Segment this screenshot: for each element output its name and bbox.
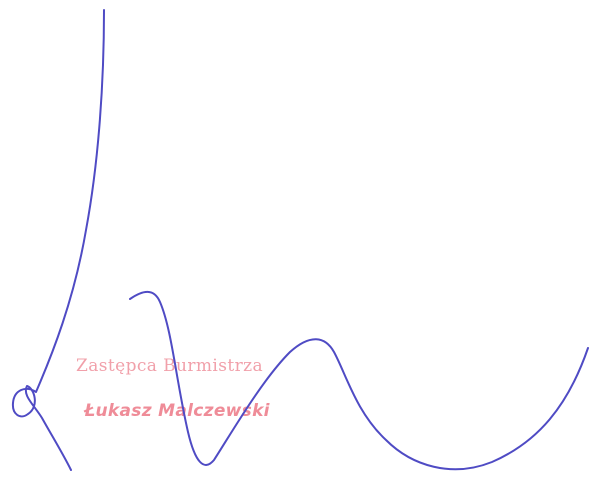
stamp-name: Łukasz Malczewski [84,401,270,421]
stamp-title: Zastępca Burmistrza [76,356,264,376]
signature-stroke [11,9,589,471]
